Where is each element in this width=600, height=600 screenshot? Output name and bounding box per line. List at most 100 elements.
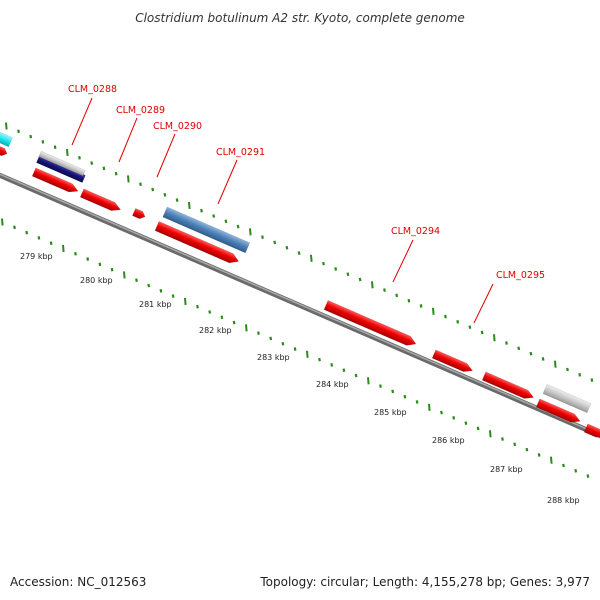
track-dash [444, 314, 447, 319]
gene-block-gray[interactable] [38, 150, 86, 177]
gene-arrow-red[interactable] [583, 423, 600, 440]
track-dash [428, 403, 431, 411]
track-dash [159, 289, 163, 293]
kbp-tick-label: 287 kbp [490, 465, 523, 474]
kbp-tick-label: 282 kbp [199, 326, 232, 335]
gene-arrow-clm-0288[interactable] [31, 167, 80, 195]
coordinate-ticks: 279 kbp 280 kbp 281 kbp 282 kbp 283 kbp 284 k… [20, 252, 580, 505]
kbp-tick-label: 284 kbp [316, 380, 349, 389]
kbp-tick-label: 281 kbp [139, 300, 172, 309]
track-dash [493, 334, 496, 342]
track-dash [188, 201, 191, 209]
gene-arrow-red[interactable] [481, 371, 535, 402]
track-dash [367, 377, 370, 385]
track-dash [566, 367, 569, 372]
track-dash [407, 298, 411, 303]
gene-arrow-red[interactable] [0, 145, 9, 157]
label-leader-line [118, 117, 138, 163]
track-dash [371, 281, 374, 289]
gene-arrow-clm-0295[interactable] [431, 349, 474, 375]
track-dash [464, 421, 468, 425]
track-dash [269, 336, 273, 341]
gene-block-cyan[interactable] [0, 130, 13, 148]
track-dash [529, 351, 533, 356]
track-dash [476, 426, 480, 431]
track-dash [151, 187, 155, 192]
track-dash [379, 384, 382, 388]
track-dash [261, 235, 264, 239]
track-dash [358, 277, 362, 282]
kbp-tick-label: 280 kbp [80, 276, 113, 285]
gene-arrow-red[interactable] [535, 398, 582, 426]
gene-arrow-clm-0294[interactable] [323, 300, 418, 348]
track-dash [123, 271, 126, 279]
track-dash [208, 310, 212, 314]
gene-label[interactable]: CLM_0288 [68, 84, 117, 95]
track-dash [17, 129, 20, 134]
track-dash [78, 155, 81, 160]
track-dash [403, 394, 407, 399]
track-dash [5, 122, 8, 130]
outer-dotted-track [5, 122, 594, 382]
track-dash [171, 294, 175, 298]
gene-label[interactable]: CLM_0289 [116, 105, 165, 116]
label-leader-line [392, 239, 414, 283]
track-dash [391, 389, 395, 394]
track-dash [74, 251, 77, 256]
gene-label[interactable]: CLM_0291 [216, 147, 265, 158]
track-dash [456, 320, 460, 324]
track-dash [13, 225, 16, 230]
track-dash [29, 134, 33, 139]
track-dash [354, 373, 358, 378]
track-dash [334, 267, 338, 271]
track-dash [306, 350, 309, 358]
track-dash [395, 293, 399, 298]
track-dash [346, 272, 350, 277]
gene-label[interactable]: CLM_0294 [391, 226, 440, 237]
genome-backbone-highlight [0, 173, 600, 436]
track-dash [505, 341, 508, 345]
track-dash [245, 324, 248, 332]
track-dash [452, 416, 456, 420]
track-dash [554, 360, 557, 368]
track-dash [517, 346, 521, 351]
track-dash [415, 400, 419, 404]
track-dash [578, 372, 582, 377]
track-dash [212, 214, 216, 218]
genome-summary-label: Topology: circular; Length: 4,155,278 bp… [259, 575, 590, 589]
genome-backbone [0, 172, 600, 439]
gene-arrow-clm-0291[interactable] [154, 221, 241, 266]
gene-arrow-clm-0289[interactable] [79, 188, 122, 214]
track-dash [41, 140, 45, 144]
track-dash [62, 244, 65, 253]
track-dash [114, 171, 118, 176]
track-dash [440, 410, 443, 415]
kbp-tick-label: 279 kbp [20, 252, 53, 261]
gene-block-gray[interactable] [542, 384, 592, 414]
gene-arrow-clm-0290[interactable] [132, 208, 146, 220]
gene-label[interactable]: CLM_0295 [496, 270, 545, 281]
gene-label[interactable]: CLM_0290 [153, 121, 202, 132]
gene-features [0, 130, 600, 440]
track-dash [184, 297, 187, 305]
track-dash [196, 304, 199, 309]
track-dash [232, 320, 236, 325]
track-dash [1, 218, 4, 226]
track-dash [541, 357, 545, 361]
track-dash [310, 254, 313, 262]
track-dash [139, 182, 142, 187]
track-dash [513, 442, 517, 447]
track-dash [281, 341, 285, 346]
label-leader-line [156, 133, 176, 178]
label-leader-line [71, 97, 93, 146]
gene-block-steel-blue[interactable] [162, 206, 251, 254]
track-dash [383, 288, 386, 292]
track-dash [135, 278, 138, 283]
accession-label: Accession: NC_012563 [10, 575, 146, 589]
track-dash [200, 208, 203, 213]
track-dash [98, 262, 102, 267]
track-dash [25, 230, 29, 235]
track-dash [110, 267, 114, 272]
track-dash [550, 456, 553, 464]
